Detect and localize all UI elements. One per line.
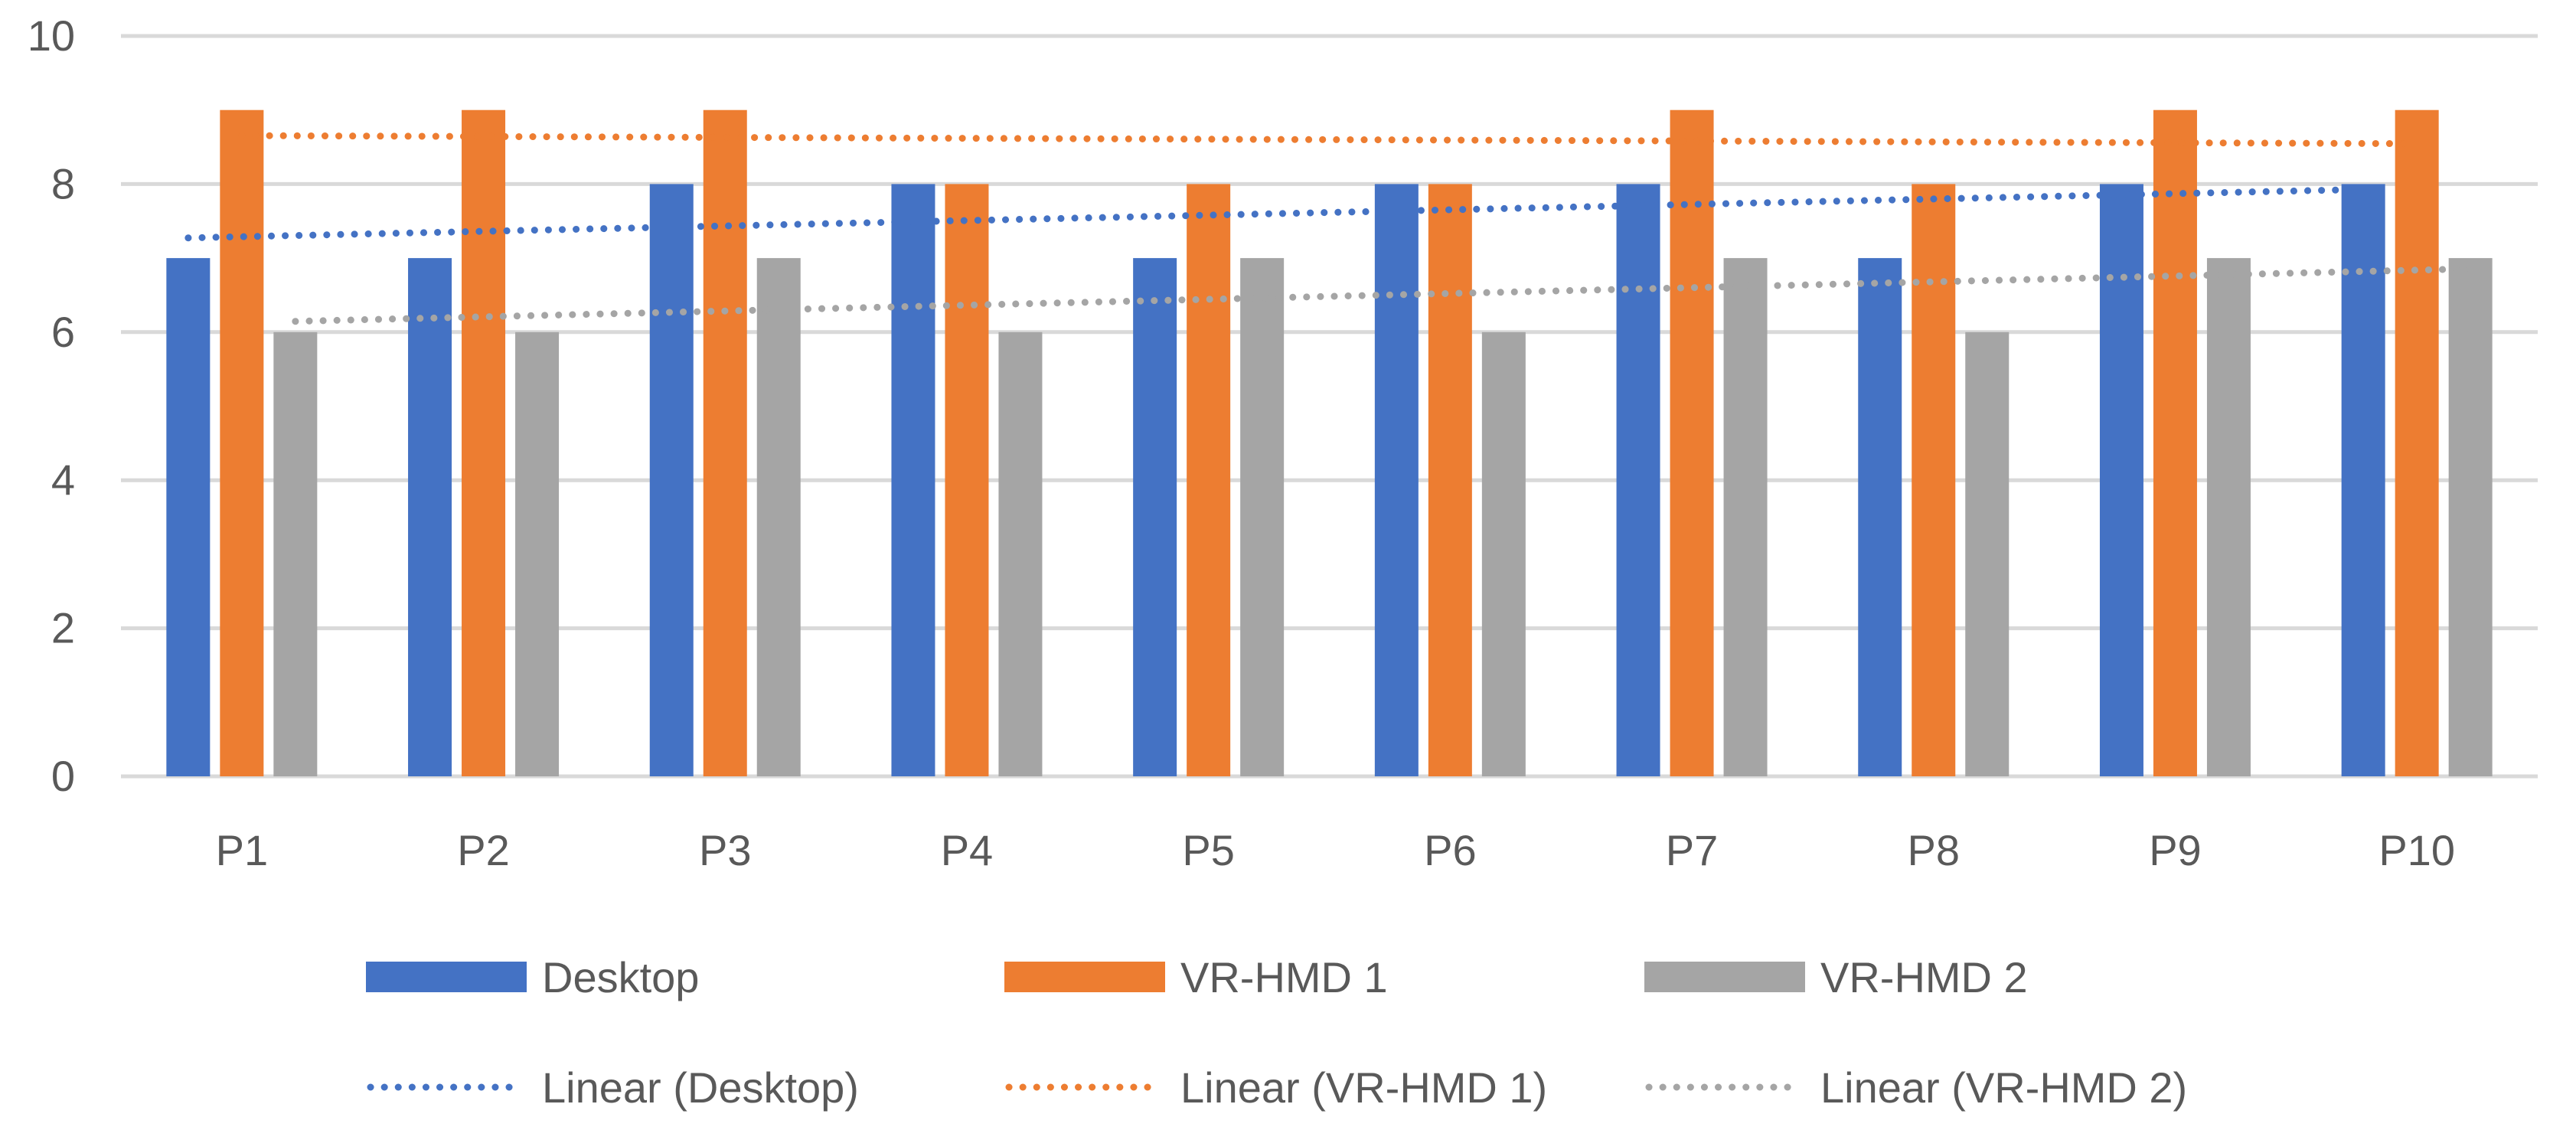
y-tick-label: 10 [28, 11, 75, 60]
bar-desktop-p8 [1858, 258, 1902, 777]
legend-swatch [1644, 962, 1805, 992]
y-tick-label: 0 [51, 752, 75, 800]
bar-vr-hmd-1-p7 [1670, 109, 1714, 776]
bar-desktop-p3 [649, 184, 694, 776]
legend-swatch [366, 962, 527, 992]
x-tick-label: P9 [2149, 826, 2202, 874]
bar-vr-hmd-1-p4 [945, 184, 989, 776]
bar-vr-hmd-1-p10 [2395, 109, 2439, 776]
bar-vr-hmd-2-p8 [1965, 332, 2010, 776]
legend-label: VR-HMD 1 [1180, 953, 1388, 1001]
legend-label: VR-HMD 2 [1820, 953, 2028, 1001]
bar-vr-hmd-2-p7 [1723, 258, 1768, 777]
x-tick-label: P10 [2378, 826, 2455, 874]
trendlines [184, 132, 2474, 325]
y-tick-label: 2 [51, 604, 75, 652]
bar-desktop-p1 [166, 258, 211, 777]
bar-vr-hmd-1-p6 [1428, 184, 1472, 776]
bar-vr-hmd-2-p2 [515, 332, 560, 776]
x-tick-label: P8 [1908, 826, 1961, 874]
bar-vr-hmd-2-p1 [273, 332, 318, 776]
x-tick-label: P6 [1424, 826, 1477, 874]
bars [166, 109, 2493, 777]
legend: Desktop VR-HMD 1 VR-HMD 2 Linear (Desktop) L… [366, 953, 2187, 1112]
legend-label: Linear (Desktop) [542, 1063, 859, 1112]
legend-label: Linear (VR-HMD 2) [1820, 1063, 2187, 1112]
x-tick-label: P3 [699, 826, 752, 874]
trendline-vr-hmd-2 [292, 265, 2474, 325]
bar-vr-hmd-2-p9 [2206, 258, 2251, 777]
bar-desktop-p2 [408, 258, 452, 777]
x-tick-label: P5 [1182, 826, 1235, 874]
bar-vr-hmd-1-p1 [220, 109, 264, 776]
trendline-vr-hmd-1 [238, 132, 2421, 148]
x-tick-label: P2 [457, 826, 510, 874]
bar-vr-hmd-2-p3 [756, 258, 801, 777]
bar-desktop-p5 [1133, 258, 1177, 777]
x-tick-label: P1 [216, 826, 269, 874]
trendline-desktop [184, 185, 2367, 242]
legend-label: Desktop [542, 953, 699, 1001]
bar-vr-hmd-1-p3 [703, 109, 747, 776]
y-axis-tick-labels: 0 2 4 6 8 10 [28, 11, 75, 800]
x-tick-label: P7 [1666, 826, 1719, 874]
bar-vr-hmd-1-p9 [2153, 109, 2197, 776]
bar-desktop-p7 [1616, 184, 1660, 776]
bar-desktop-p9 [2099, 184, 2143, 776]
bar-vr-hmd-2-p6 [1481, 332, 1526, 776]
y-tick-label: 4 [51, 456, 75, 504]
y-tick-label: 8 [51, 159, 75, 207]
y-tick-label: 6 [51, 308, 75, 356]
bar-desktop-p6 [1374, 184, 1419, 776]
legend-swatch [1004, 962, 1165, 992]
bar-vr-hmd-2-p5 [1240, 258, 1285, 777]
x-axis-tick-labels: P1 P2 P3 P4 P5 P6 P7 P8 P9 P10 [216, 826, 2455, 874]
bar-vr-hmd-2-p4 [998, 332, 1043, 776]
x-tick-label: P4 [941, 826, 994, 874]
bar-desktop-p10 [2341, 184, 2385, 776]
bar-vr-hmd-1-p2 [462, 109, 506, 776]
bar-desktop-p4 [891, 184, 935, 776]
bar-vr-hmd-1-p8 [1912, 184, 1956, 776]
legend-label: Linear (VR-HMD 1) [1180, 1063, 1547, 1112]
bar-vr-hmd-2-p10 [2448, 258, 2493, 777]
bar-vr-hmd-1-p5 [1187, 184, 1231, 776]
